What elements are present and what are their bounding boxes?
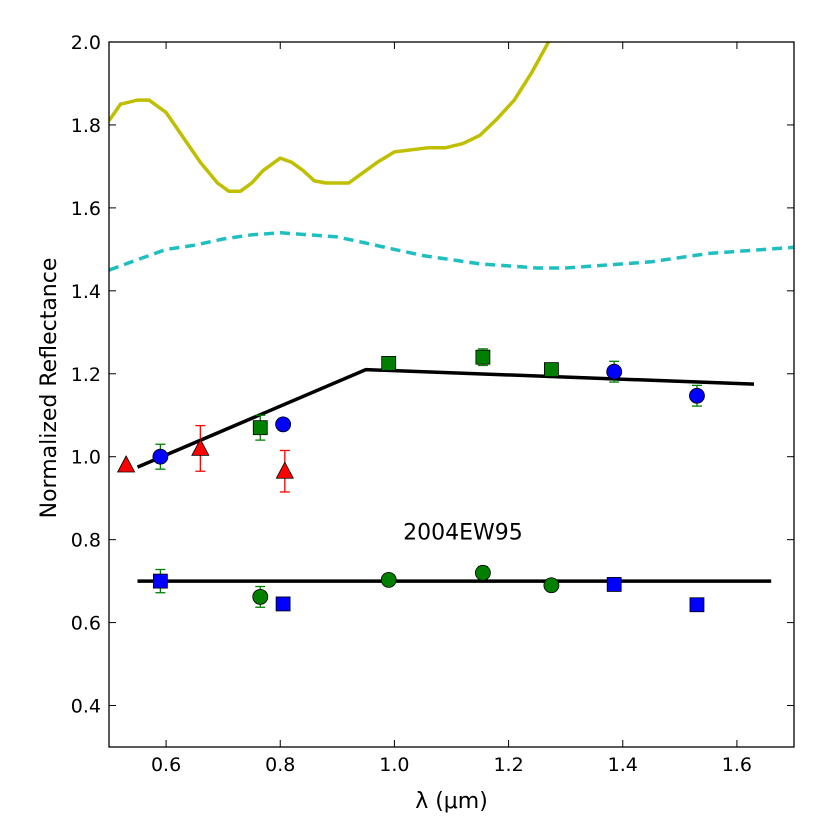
y-tick-label: 0.8 xyxy=(71,530,101,552)
annotation-label: 2004EW95 xyxy=(403,520,523,545)
lower-squares-point xyxy=(275,596,291,612)
marker-layer xyxy=(116,348,705,613)
x-tick-label: 1.2 xyxy=(493,754,523,776)
y-tick-label: 1.0 xyxy=(71,447,101,469)
y-tick-label: 2.0 xyxy=(71,32,101,54)
upper-triangles-point xyxy=(191,438,210,456)
upper-triangles-point xyxy=(116,455,136,473)
upper-circles-point xyxy=(275,416,292,433)
lower-circles-point xyxy=(380,571,397,588)
reference-spectrum-dashed-line xyxy=(109,231,794,272)
upper-triangles-point xyxy=(275,461,294,479)
upper-circles-point xyxy=(689,387,705,404)
x-tick-label: 1.6 xyxy=(722,754,752,776)
x-tick-label: 1.0 xyxy=(379,754,409,776)
y-axis-title: Normalized Reflectance xyxy=(37,258,62,519)
lower-squares-point xyxy=(689,597,705,613)
x-tick-label: 1.4 xyxy=(608,754,638,776)
y-tick-label: 1.2 xyxy=(71,364,101,386)
upper-squares-point xyxy=(381,355,397,371)
y-tick-label: 0.4 xyxy=(71,696,101,718)
y-tick-label: 1.6 xyxy=(71,198,101,220)
y-tick-label: 0.6 xyxy=(71,613,101,635)
lower-circles-point xyxy=(543,577,560,594)
x-tick-label: 0.6 xyxy=(151,754,181,776)
series-layer xyxy=(109,42,794,583)
lower-circles-point xyxy=(252,588,269,605)
plot-frame xyxy=(108,41,795,748)
lower-squares-point xyxy=(152,573,168,589)
x-axis-title: λ (μm) xyxy=(415,789,488,814)
upper-circles-point xyxy=(152,448,169,465)
reference-spectrum-solid-line xyxy=(109,42,551,194)
lower-squares-point xyxy=(606,577,622,592)
upper-squares-point xyxy=(252,420,268,436)
y-tick-label: 1.4 xyxy=(71,281,101,303)
upper-squares-point xyxy=(543,362,559,378)
x-tick-label: 0.8 xyxy=(265,754,295,776)
upper-squares-point xyxy=(475,349,491,365)
axis-layer: 0.6 0.8 1.0 1.2 1.4 1.6 0.4 0.6 0.8 1.0 1.2 1.4 1.6 1… xyxy=(71,32,794,776)
upper-circles-point xyxy=(606,363,623,380)
lower-circles-point xyxy=(474,564,491,581)
y-tick-label: 1.8 xyxy=(71,115,101,137)
model-fit-upper-line xyxy=(136,367,755,469)
